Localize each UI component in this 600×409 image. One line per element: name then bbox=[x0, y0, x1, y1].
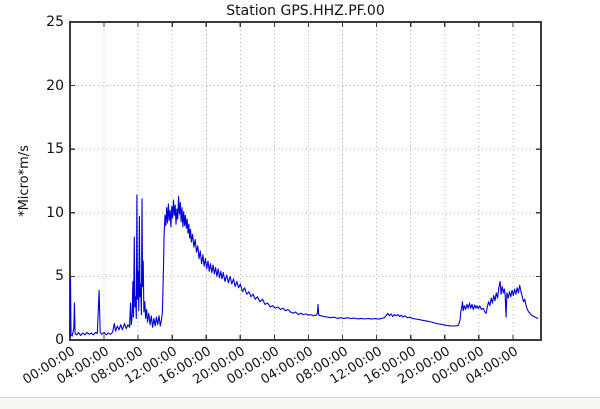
cutoff-content-strip bbox=[0, 397, 600, 409]
grid-lines bbox=[70, 22, 541, 340]
data-line-gps-hhz-pf-00 bbox=[69, 194, 539, 337]
y-tick-label: 20 bbox=[46, 77, 64, 94]
y-tick-label: 10 bbox=[46, 204, 64, 221]
y-tick-label: 15 bbox=[46, 141, 64, 158]
y-tick-label: 25 bbox=[46, 14, 64, 30]
plot-area-border bbox=[69, 21, 542, 341]
y-tick-label: 0 bbox=[55, 332, 64, 348]
chart-title: Station GPS.HHZ.PF.00 bbox=[226, 3, 385, 19]
y-tick-label: 5 bbox=[55, 268, 64, 285]
